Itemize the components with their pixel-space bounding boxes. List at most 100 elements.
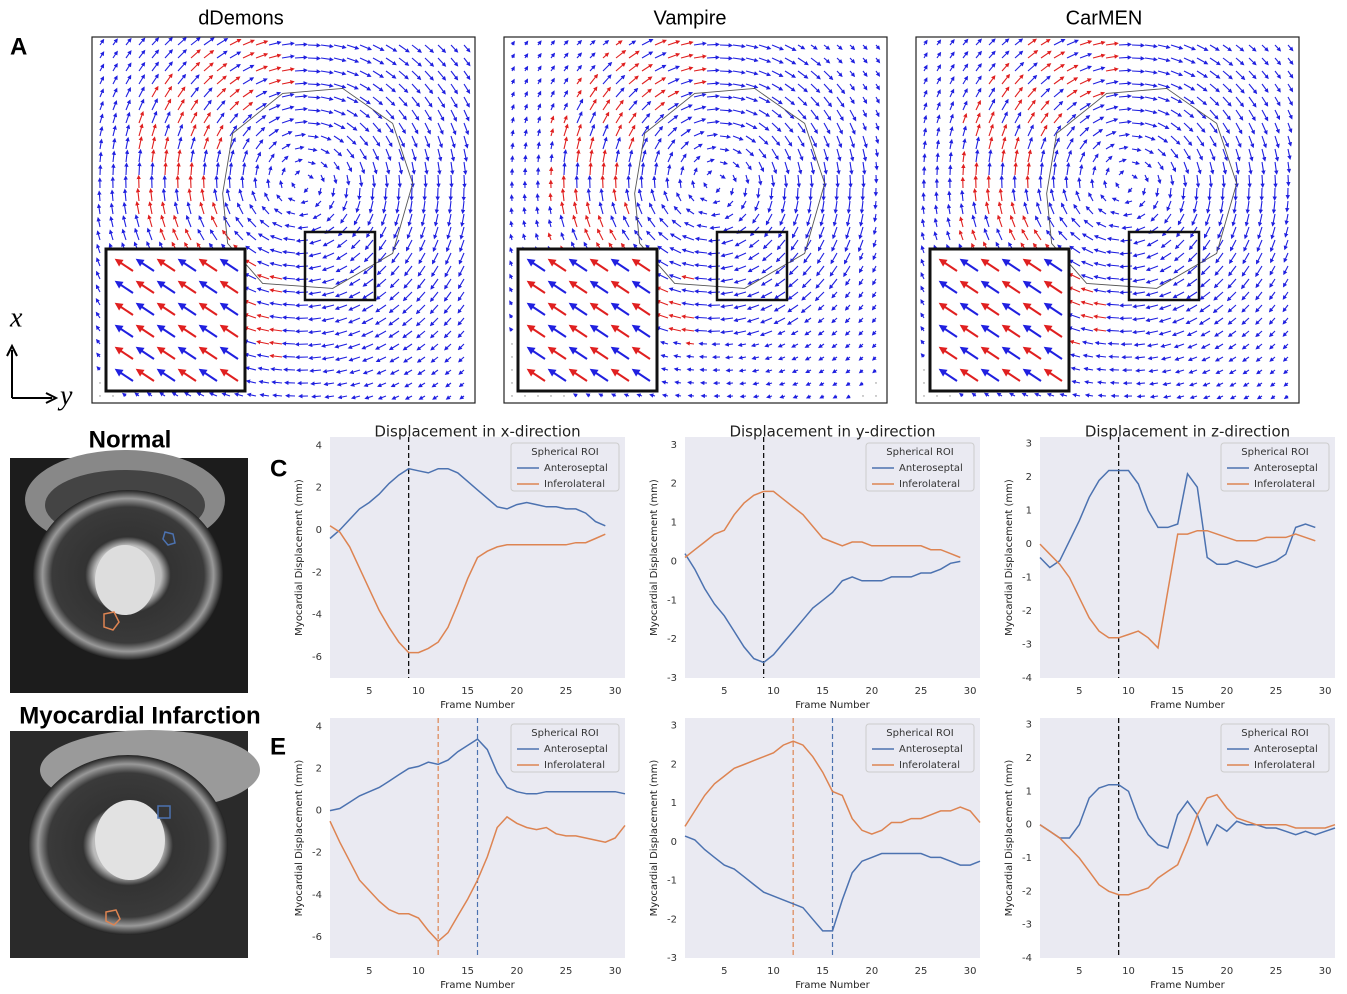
legend-title: Spherical ROI (531, 447, 598, 458)
vector-arrow (359, 70, 372, 77)
vector-arrow (320, 83, 334, 88)
vector-arrow (269, 275, 283, 280)
vector-arrow (216, 124, 224, 137)
vector-arrow (295, 264, 309, 269)
vector-arrow (216, 149, 222, 163)
vector-arrow (281, 54, 295, 59)
vector-arrow (229, 51, 242, 59)
vector-arrow (242, 64, 255, 72)
vector-arrow (298, 212, 309, 218)
vector-arrow (294, 145, 305, 150)
vector-arrow (385, 96, 396, 107)
vector-arrow (1119, 277, 1133, 282)
vector-arrow (137, 161, 142, 176)
vector-arrow (342, 200, 348, 212)
vector-arrow (312, 213, 322, 220)
vector-arrow (281, 131, 293, 137)
vector-arrow (359, 109, 371, 119)
vector-arrow (99, 63, 105, 72)
vector-arrow (99, 125, 104, 137)
vector-arrow (272, 393, 283, 398)
vector-arrow (159, 227, 166, 241)
vector-arrow (190, 86, 199, 98)
vector-arrow (321, 278, 335, 284)
vector-arrow (406, 226, 413, 240)
vector-arrow (1025, 175, 1030, 189)
vector-arrow (372, 109, 383, 119)
vector-arrow (151, 136, 157, 150)
vector-arrow (99, 100, 104, 111)
legend-label: Inferolateral (899, 479, 960, 490)
vector-arrow (333, 83, 347, 89)
vector-arrow (125, 86, 131, 98)
vector-arrow (209, 229, 218, 241)
vector-arrow (308, 252, 322, 258)
vector-arrow (164, 123, 170, 137)
vector-arrow (334, 304, 348, 311)
vector-arrow (245, 379, 257, 384)
vector-arrow (423, 174, 428, 188)
vector-arrow (138, 61, 146, 72)
y-tick-label: -6 (312, 652, 322, 663)
vector-arrow (391, 395, 400, 400)
vector-arrow (198, 215, 205, 228)
vector-arrow (626, 175, 631, 189)
x-tick-label: 25 (915, 966, 928, 977)
vector-arrow (261, 205, 270, 215)
x-tick-label: 5 (366, 686, 372, 697)
y-tick-label: 0 (316, 525, 322, 536)
y-tick-label: 3 (1026, 439, 1032, 450)
vector-arrow (307, 174, 314, 179)
vector-arrow (146, 392, 153, 397)
y-tick-label: -1 (667, 595, 677, 606)
vector-arrow (311, 394, 322, 399)
x-tick-label: 5 (1076, 966, 1082, 977)
vector-arrow (349, 252, 361, 262)
y-axis-label: Myocardial Displacement (mm) (649, 760, 660, 917)
y-tick-label: -2 (312, 567, 322, 578)
vector-arrow (310, 226, 322, 232)
vector-arrow (99, 51, 105, 59)
vector-arrow (269, 234, 283, 241)
vector-arrow (203, 99, 212, 111)
vector-arrow (307, 95, 321, 100)
vector-arrow (333, 135, 345, 143)
vector-arrow (256, 353, 270, 358)
vector-arrow (706, 68, 720, 73)
vector-arrow (229, 100, 240, 111)
vector-arrow (268, 104, 281, 111)
y-tick-label: 2 (316, 764, 322, 775)
vector-arrow (873, 200, 878, 210)
vector-arrow (95, 311, 101, 319)
vector-arrow (238, 188, 244, 202)
vector-dot (949, 395, 951, 397)
vector-arrow (177, 123, 184, 137)
vector-arrow (266, 178, 271, 189)
field-title: CarMEN (1066, 7, 1143, 29)
vector-arrow (112, 50, 118, 59)
vector-arrow (411, 122, 419, 135)
vector-dot (99, 382, 101, 384)
vector-arrow (388, 330, 400, 338)
vector-arrow (201, 175, 206, 189)
legend-label: Inferolateral (544, 479, 605, 490)
vector-arrow (355, 200, 361, 213)
vector-arrow (411, 148, 417, 162)
vector-arrow (255, 90, 268, 98)
vector-arrow (1106, 328, 1120, 333)
vector-arrow (1119, 264, 1133, 269)
vector-arrow (177, 86, 186, 98)
vector-arrow (934, 191, 939, 202)
vector-arrow (1131, 95, 1145, 100)
vector-arrow (97, 190, 102, 202)
vector-arrow (125, 37, 132, 46)
vector-arrow (347, 343, 361, 350)
vector-arrow (134, 214, 140, 228)
vector-arrow (536, 154, 541, 163)
vector-arrow (243, 313, 257, 319)
vector-arrow (397, 174, 402, 188)
vector-arrow (346, 109, 359, 117)
vector-arrow (190, 99, 199, 111)
legend-title: Spherical ROI (886, 447, 953, 458)
vector-arrow (268, 128, 280, 137)
